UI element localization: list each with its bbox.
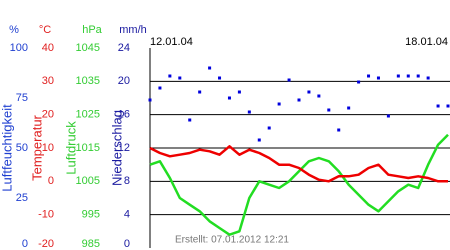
y-tick-label: 75 bbox=[16, 92, 28, 104]
axis-unit: °C bbox=[39, 24, 51, 36]
humidity-point bbox=[416, 74, 420, 78]
series-line bbox=[149, 145, 448, 183]
axis-unit: hPa bbox=[82, 24, 102, 36]
axis-title: Luftfeuchtigkeit bbox=[0, 104, 14, 192]
y-tick-label: 995 bbox=[82, 209, 100, 221]
y-tick-label: 1025 bbox=[76, 109, 100, 121]
y-tick-label: 30 bbox=[42, 75, 54, 87]
y-tick-label: 12 bbox=[118, 142, 130, 154]
y-tick-label: 1005 bbox=[76, 175, 100, 187]
y-tick-label: 4 bbox=[124, 209, 130, 221]
y-tick-label: 1015 bbox=[76, 142, 100, 154]
footer: Erstellt: 07.01.2012 12:21 bbox=[175, 235, 289, 246]
humidity-point bbox=[158, 86, 162, 90]
humidity-point bbox=[297, 98, 301, 102]
y-tick-label: 1035 bbox=[76, 75, 100, 87]
humidity-point bbox=[436, 104, 440, 108]
axis-title: Niederschlag bbox=[109, 110, 124, 186]
humidity-point bbox=[208, 66, 212, 70]
y-tick-label: -20 bbox=[38, 238, 54, 250]
humidity-point bbox=[168, 74, 172, 78]
y-tick-label: 10 bbox=[42, 142, 54, 154]
humidity-point bbox=[277, 102, 281, 106]
humidity-point bbox=[426, 76, 430, 80]
axis-unit: % bbox=[9, 24, 19, 36]
humidity-point bbox=[227, 96, 231, 100]
humidity-point bbox=[198, 90, 202, 94]
y-tick-label: 16 bbox=[118, 109, 130, 121]
humidity-point bbox=[148, 98, 152, 102]
humidity-point bbox=[257, 138, 261, 142]
end-date: 18.01.04 bbox=[405, 36, 448, 48]
y-tick-label: 50 bbox=[16, 142, 28, 154]
y-tick-label: 100 bbox=[10, 42, 28, 54]
axis-unit: mm/h bbox=[119, 24, 147, 36]
humidity-point bbox=[327, 108, 331, 112]
series-line bbox=[149, 133, 449, 236]
y-tick-label: 25 bbox=[16, 192, 28, 204]
y-tick-label: 0 bbox=[48, 175, 54, 187]
y-tick-label: 8 bbox=[124, 175, 130, 187]
humidity-point bbox=[406, 74, 410, 78]
y-tick-label: 985 bbox=[82, 238, 100, 250]
start-date: 12.01.04 bbox=[150, 36, 193, 48]
humidity-point bbox=[446, 104, 450, 108]
humidity-point bbox=[307, 90, 311, 94]
humidity-point bbox=[287, 78, 291, 82]
axis-title: Luftdruck bbox=[63, 121, 78, 175]
y-tick-label: 0 bbox=[124, 238, 130, 250]
humidity-point bbox=[237, 90, 241, 94]
humidity-point bbox=[267, 126, 271, 130]
humidity-point bbox=[218, 76, 222, 80]
humidity-point bbox=[386, 114, 390, 118]
y-tick-label: 20 bbox=[118, 75, 130, 87]
humidity-point bbox=[357, 80, 361, 84]
y-tick-label: 0 bbox=[22, 238, 28, 250]
humidity-point bbox=[337, 128, 341, 132]
humidity-point bbox=[188, 118, 192, 122]
humidity-point bbox=[376, 76, 380, 80]
y-tick-label: 1045 bbox=[76, 42, 100, 54]
humidity-point bbox=[247, 110, 251, 114]
humidity-point bbox=[396, 74, 400, 78]
humidity-point bbox=[317, 94, 321, 98]
y-tick-label: 20 bbox=[42, 109, 54, 121]
humidity-point bbox=[347, 106, 351, 110]
y-tick-label: 24 bbox=[118, 42, 130, 54]
axis-title: Temperatur bbox=[29, 114, 44, 180]
humidity-point bbox=[367, 74, 371, 78]
y-tick-label: -10 bbox=[38, 209, 54, 221]
y-tick-label: 40 bbox=[42, 42, 54, 54]
humidity-point bbox=[178, 76, 182, 80]
